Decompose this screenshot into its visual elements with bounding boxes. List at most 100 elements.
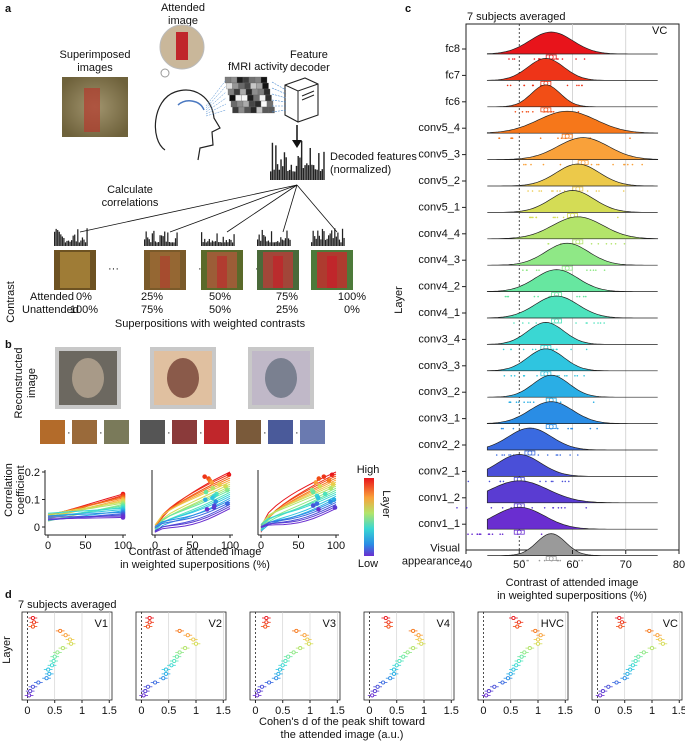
xtick-label: 50: [292, 540, 304, 552]
superposition-feature-bar: [156, 242, 158, 246]
cohens-d-point: [416, 633, 421, 638]
ridgeline-sample-point: [537, 295, 539, 298]
fmri-voxel: [235, 94, 242, 102]
cohens-d-point: [630, 663, 635, 668]
stimulus-thumbnails: · · · · · ·: [40, 420, 325, 444]
cohens-d-point: [388, 676, 393, 681]
ridgeline-median-marker: [516, 529, 522, 535]
decoded-feature-bar: [282, 166, 284, 180]
cohens-d-point: [397, 658, 402, 664]
ridgeline-sample-point: [550, 190, 553, 192]
superposition-feature-bar: [260, 240, 262, 246]
ridgeline-sample-point: [531, 348, 534, 351]
ridgeline-sample-point: [585, 348, 588, 351]
correlation-line: [282, 184, 298, 233]
panel-d-ylabel: Layer: [1, 636, 13, 664]
ytick-label: 0.1: [25, 495, 40, 507]
superposition-feature-bar: [147, 237, 149, 246]
cohens-d-point: [276, 671, 281, 676]
ridgeline-sample-point: [592, 269, 595, 272]
ridgeline-sample-point: [509, 454, 512, 456]
cohens-d-xtick-label: 1.5: [216, 705, 231, 717]
layer-correlation-curve: [260, 485, 337, 526]
ellipsis-dot: ·: [99, 427, 103, 439]
superposition-feature-bar: [263, 234, 265, 246]
decoded-feature-bar: [300, 140, 303, 180]
ridgeline-row-label: conv5_4: [418, 122, 460, 134]
cohens-d-point: [600, 689, 605, 694]
ridgeline-sample-point: [559, 190, 561, 192]
ridgeline-sample-point: [502, 348, 505, 351]
superposition-feature-bar: [314, 236, 316, 246]
superpositions-caption: Superpositions with weighted contrasts: [115, 318, 306, 330]
superposition-feature-bar: [277, 241, 279, 246]
ridgeline-sample-point: [603, 322, 605, 324]
ridgeline-sample-point: [559, 559, 562, 562]
ridgeline-sample-point: [543, 507, 546, 509]
cohens-d-axes: [477, 611, 569, 701]
layer-correlation-curve: [154, 473, 231, 529]
cohens-d-point: [259, 684, 265, 689]
ridgeline-sample-point: [539, 137, 542, 139]
cohens-d-xtick-label: 0.5: [47, 705, 62, 717]
cohens-d-point: [69, 641, 74, 646]
ridgeline-sample-point: [522, 375, 525, 377]
cohens-d-point: [647, 628, 652, 633]
cohens-d-point: [183, 646, 188, 651]
ridgeline-xtick-label: 50: [513, 559, 525, 571]
ridgeline-sample-point: [528, 216, 531, 219]
curve-peak-point: [209, 480, 215, 485]
cohens-d-point: [147, 615, 152, 621]
superposition-feature-bar: [83, 239, 85, 246]
fmri-voxel: [232, 82, 239, 90]
superposition-feature-bar: [311, 242, 313, 246]
ridgeline-row-label: conv4_1: [418, 307, 460, 319]
superposition-feature-bar: [66, 240, 68, 246]
ridgeline-sample-point: [542, 163, 545, 166]
cohens-d-point: [27, 693, 32, 698]
colorbar-low-label: Low: [358, 558, 378, 570]
decoded-feature-bar: [276, 164, 279, 180]
cohens-d-point: [516, 620, 521, 625]
ridgeline-row-label: fc6: [445, 96, 460, 108]
layer-correlation-curve: [260, 501, 337, 528]
ridgeline-sample-point: [555, 348, 558, 351]
decoded-feature-bar: [299, 157, 301, 180]
layer-correlation-curve: [47, 515, 124, 518]
superposition-feature-bar: [221, 242, 223, 246]
ridgeline-density: [486, 269, 658, 292]
ridgeline-xtick-label: 60: [566, 559, 578, 571]
ridgeline-sample-point: [538, 190, 540, 192]
superposition-feature-bar: [153, 230, 155, 246]
decoded-feature-bar: [307, 165, 310, 180]
fmri-voxel: [256, 106, 263, 114]
cohens-d-point: [484, 693, 489, 698]
superposition-feature-bar: [57, 230, 59, 246]
superposition-feature-bar: [205, 242, 207, 246]
cohens-d-axes: [21, 611, 113, 701]
cohens-d-point: [419, 641, 424, 646]
cohens-d-point: [44, 676, 49, 681]
layer-correlation-curve: [154, 481, 231, 526]
ridgeline-sample-point: [491, 533, 494, 535]
reconstructed-images: [55, 347, 314, 409]
superposition-feature-bar: [176, 232, 178, 246]
ridgeline-sample-point: [525, 163, 527, 166]
cohens-d-point: [633, 658, 638, 664]
fmri-voxel: [251, 88, 259, 96]
ridgeline-sample-point: [575, 58, 577, 60]
ridgeline-sample-point: [506, 295, 508, 298]
ridgeline-sample-point: [479, 533, 482, 535]
ridgeline-sample-point: [534, 348, 537, 351]
unattended-contrast-value: 75%: [141, 304, 163, 316]
ridgeline-sample-point: [498, 137, 501, 139]
fmri-voxel: [254, 76, 262, 84]
ridgeline-density: [486, 322, 658, 345]
cohens-d-point: [163, 667, 169, 672]
ridgeline-sample-point: [629, 137, 631, 139]
ridgeline-sample-point: [543, 559, 546, 562]
ridgeline-density: [486, 480, 658, 504]
ridgeline-row-label: conv4_4: [418, 228, 460, 240]
cohens-d-point: [172, 658, 177, 664]
correlation-line: [226, 184, 298, 233]
